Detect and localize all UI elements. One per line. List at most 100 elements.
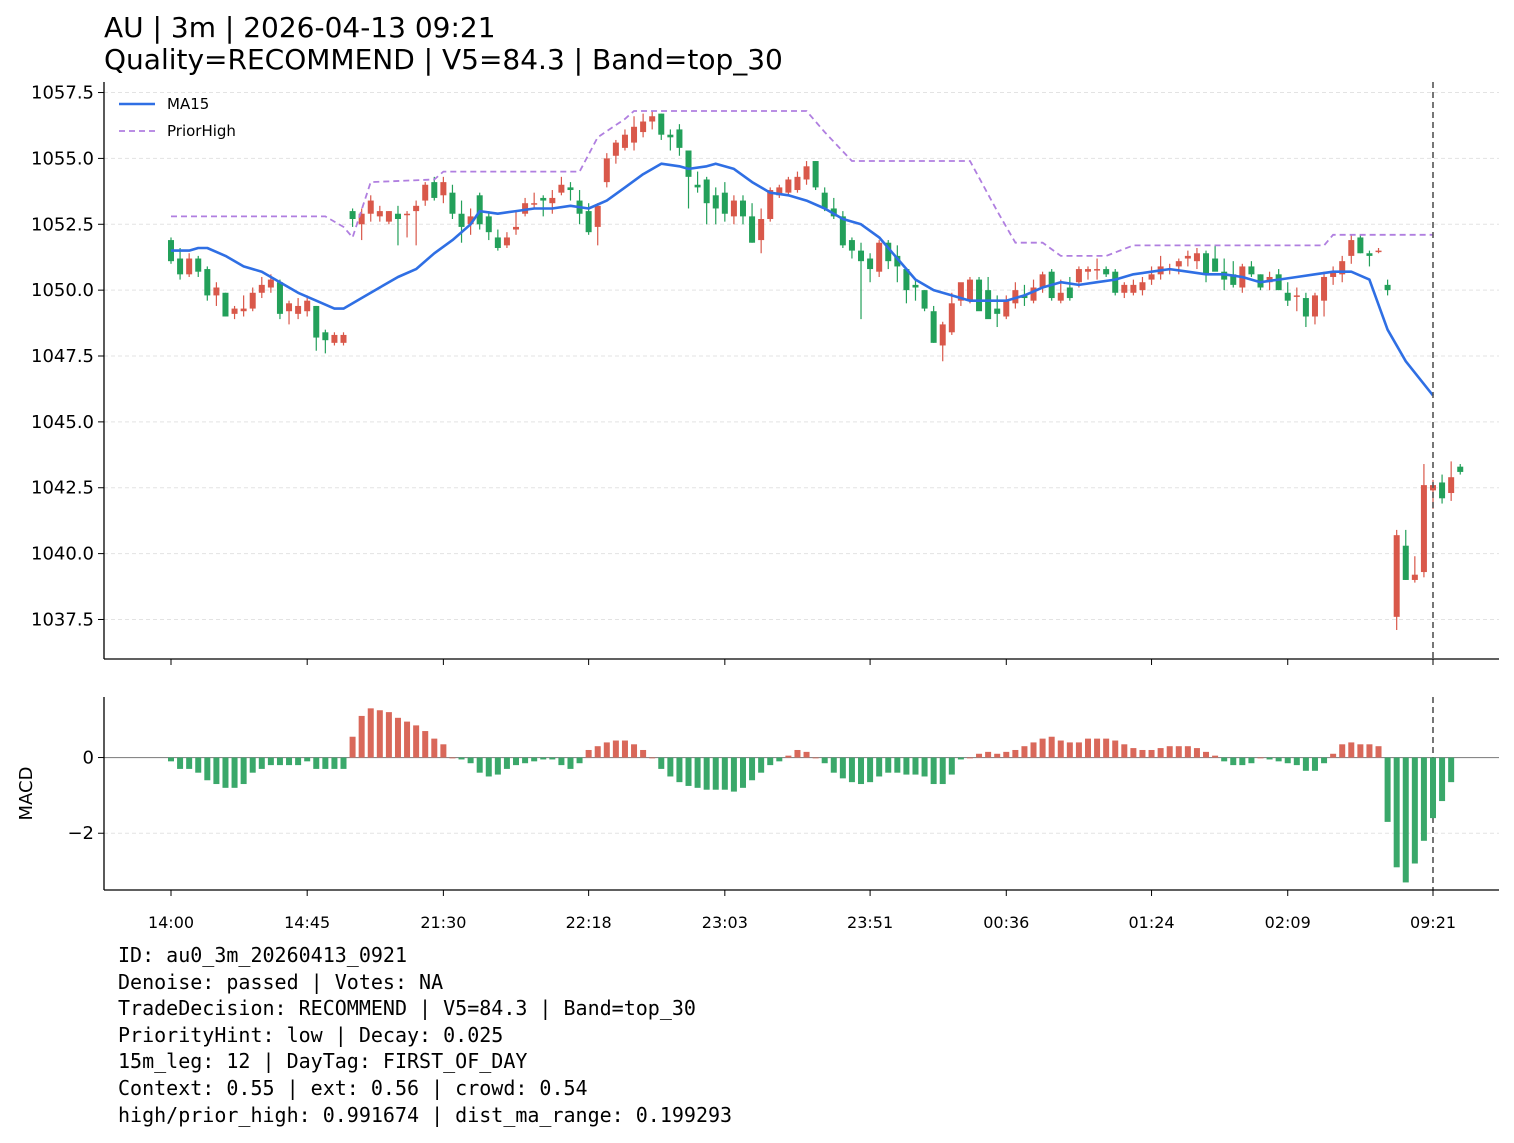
macd-bar [1293,757,1300,766]
candle-body [195,258,202,272]
macd-bar [358,715,365,758]
macd-bar [231,757,238,788]
macd-bar [912,757,919,775]
candle-body [494,237,501,248]
macd-bar [576,757,583,764]
candle-body [1339,261,1346,275]
macd-bar [621,740,628,758]
macd-bar [1112,740,1119,758]
candle-body [222,292,229,317]
candle-body [948,303,955,333]
candle-body [594,205,601,227]
candle-body [858,250,865,262]
info-line-leg: 15m_leg: 12 | DayTag: FIRST_OF_DAY [118,1049,528,1074]
macd-bar [258,757,265,769]
candle-body [1184,255,1191,259]
macd-bar [957,757,964,760]
candle-body [885,242,892,262]
macd-bar [721,757,728,790]
macd-bar [1266,757,1273,760]
macd-bar [458,757,465,760]
macd-bar [594,746,601,758]
macd-bar [921,757,928,777]
macd-bar [985,751,992,758]
price-y-tick-label: 1057.5 [31,83,94,104]
macd-bar [404,721,411,758]
macd-bar [830,757,837,773]
candle-body [848,240,855,251]
axes: 1037.5 1040.0 1042.5 1045.0 1047.5 1050.0 1052… [16,82,1499,932]
candle-body [621,134,628,148]
candle-body [286,303,293,312]
macd-bar [1439,757,1446,802]
candle-body [1148,274,1155,280]
candle-body [612,142,619,156]
info-line-priority: PriorityHint: low | Decay: 0.025 [118,1022,504,1047]
macd-bar [1057,740,1064,758]
macd-bar [1375,746,1382,758]
candle-body [631,126,638,143]
macd-bar [422,731,429,758]
candle-body [921,290,928,309]
macd-bar [821,757,828,764]
candle-body [186,258,193,275]
macd-bar [1302,757,1309,771]
macd-bar [286,757,293,766]
price-y-tick-label: 1050.0 [31,280,94,301]
candle-body [449,192,456,214]
macd-bar [948,757,955,775]
macd-bar [1084,738,1091,758]
candle-body [903,269,910,291]
macd-bar [667,757,674,777]
candle-body [376,211,383,217]
macd-bar [1139,749,1146,758]
macd-bar [1066,742,1073,758]
macd-bar [839,757,846,779]
macd-bar [1384,757,1391,822]
price-lines [171,82,1435,890]
candle-body [1321,276,1328,301]
candle-body [1330,271,1337,277]
candle-body [322,332,329,341]
price-y-tick-label: 1047.5 [31,346,94,367]
candle-body [213,287,220,296]
candle-body [1411,574,1418,580]
candle-body [739,200,746,217]
macd-bar [739,757,746,788]
price-y-tick-label: 1037.5 [31,609,94,630]
macd-bar [1311,757,1318,771]
chart-title-block: AU | 3m | 2026-04-13 09:21 Quality=RECOM… [104,12,783,76]
macd-bar [549,757,556,760]
candle-body [1175,261,1182,267]
price-y-tick-label: 1052.5 [31,214,94,235]
macd-bar [939,757,946,785]
candle-body [730,200,737,217]
price-gridlines [104,92,1499,620]
candle-body [567,187,574,191]
candle-body [1366,253,1373,256]
macd-bar [848,757,855,783]
macd-bar [767,757,774,766]
candle-body [367,200,374,214]
macd-bar [213,757,220,785]
macd-bar [313,757,320,769]
macd-bar [976,753,983,758]
chart-title: AU | 3m | 2026-04-13 09:21 [104,11,496,44]
macd-bar [222,757,229,788]
macd-bar [431,738,438,758]
macd-bar [1239,757,1246,766]
macd-bar [1012,749,1019,758]
candle-body [304,300,311,312]
price-y-tick-label: 1040.0 [31,544,94,565]
candle-body [821,192,828,209]
macd-bar [1094,738,1101,758]
candle-body [1402,545,1409,580]
macd-bar [730,757,737,792]
candle-body [1203,253,1210,275]
price-candles [168,110,1464,631]
macd-bar [413,725,420,758]
macd-bar [785,755,792,758]
x-tick-label: 14:45 [284,913,330,932]
legend-label: MA15 [167,95,209,113]
macd-bar [1039,738,1046,758]
